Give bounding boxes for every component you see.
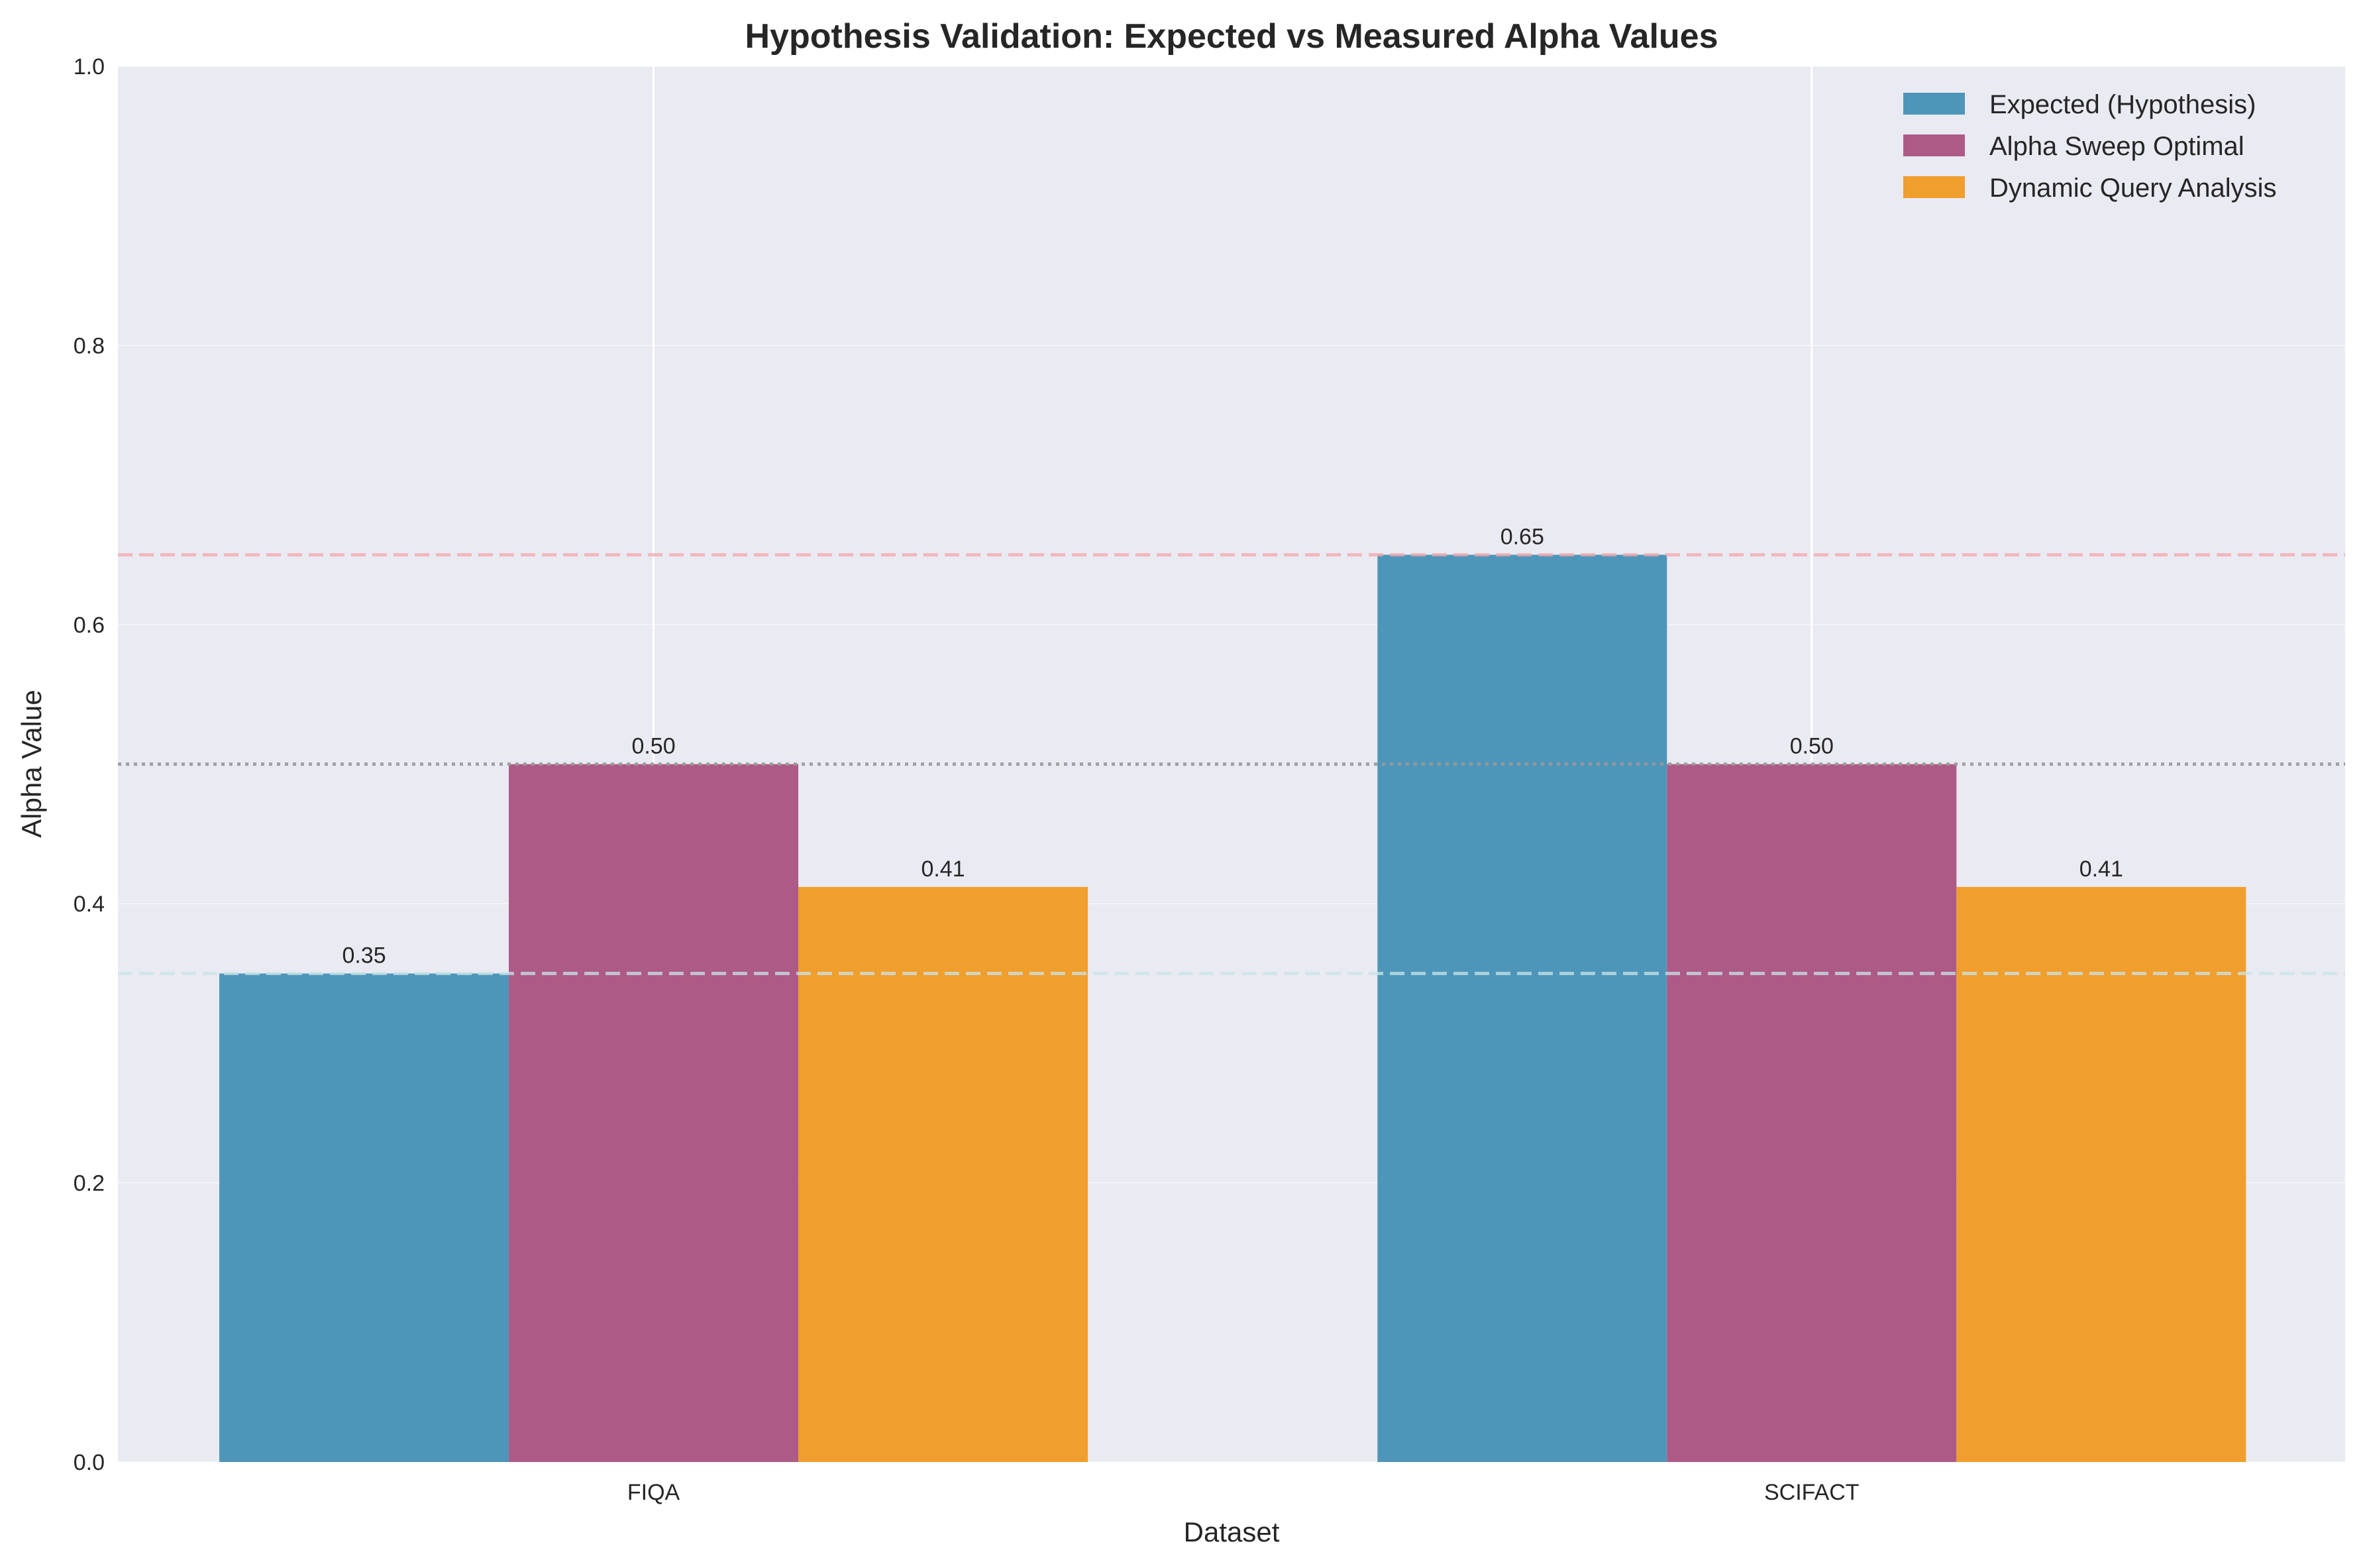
y-tick-label: 0.8	[74, 333, 105, 358]
reference-lines	[118, 552, 2345, 976]
x-tick-label: SCIFACT	[1764, 1480, 1860, 1505]
bar-value-label: 0.41	[921, 857, 965, 882]
x-axis-label: Dataset	[1184, 1516, 1280, 1547]
x-tick-labels: FIQA SCIFACT	[627, 1480, 1860, 1505]
y-tick-label: 1.0	[74, 54, 105, 79]
bar-value-label: 0.41	[2079, 857, 2123, 882]
legend-entry: Alpha Sweep Optimal	[1989, 132, 2244, 161]
y-tick-labels: 0.0 0.2 0.4 0.6 0.8 1.0	[74, 54, 105, 1475]
y-tick-label: 0.6	[74, 613, 105, 638]
bar-value-label: 0.65	[1500, 524, 1544, 549]
bars	[219, 554, 2246, 1463]
y-tick-label: 0.0	[74, 1450, 105, 1475]
legend: Expected (Hypothesis) Alpha Sweep Optimal…	[1903, 90, 2276, 203]
bar-dynamic-query-analysis-fiqa	[798, 886, 1088, 1462]
bar-value-label: 0.35	[342, 943, 386, 968]
bar-alpha-sweep-optimal-scifact	[1667, 764, 1957, 1462]
bar-alpha-sweep-optimal-fiqa	[509, 764, 799, 1462]
bar-value-label: 0.50	[1790, 734, 1834, 759]
bar-value-label: 0.50	[631, 734, 675, 759]
x-tick-label: FIQA	[627, 1480, 680, 1505]
y-tick-label: 0.2	[74, 1171, 105, 1196]
legend-entry: Dynamic Query Analysis	[1989, 174, 2276, 203]
y-tick-label: 0.4	[74, 892, 105, 917]
bar-dynamic-query-analysis-scifact	[1956, 886, 2246, 1462]
bar-labels: 0.35 0.65 0.50 0.50 0.41 0.41	[342, 524, 2123, 968]
chart-title: Hypothesis Validation: Expected vs Measu…	[745, 17, 1718, 56]
y-axis-label: Alpha Value	[16, 690, 47, 837]
legend-swatch	[1903, 176, 1965, 198]
legend-entry: Expected (Hypothesis)	[1989, 90, 2256, 119]
bar-expected-hypothesis-scifact	[1377, 554, 1667, 1463]
legend-swatch	[1903, 134, 1965, 156]
legend-swatch	[1903, 93, 1965, 115]
bar-expected-hypothesis-fiqa	[219, 973, 509, 1462]
